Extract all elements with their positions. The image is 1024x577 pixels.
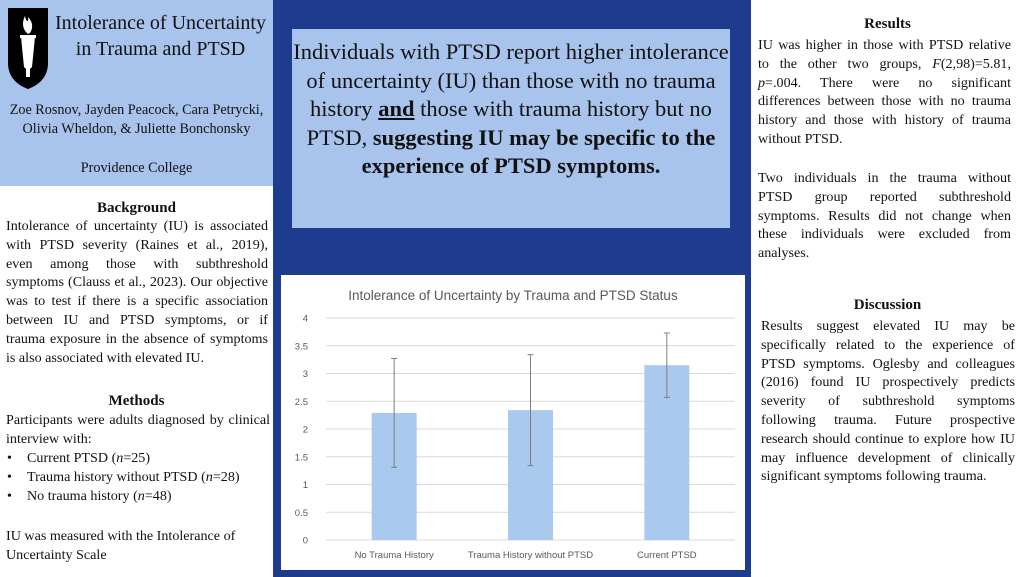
center-column: Individuals with PTSD report higher into… — [273, 0, 751, 577]
chart-title: Intolerance of Uncertainty by Trauma and… — [348, 288, 678, 303]
poster-title: Intolerance of Uncertainty in Trauma and… — [54, 12, 266, 60]
y-tick-label: 1 — [303, 480, 308, 491]
key-finding-box: Individuals with PTSD report higher into… — [292, 29, 730, 228]
x-category-label: Current PTSD — [637, 550, 697, 561]
x-category-label: Trauma History without PTSD — [468, 550, 593, 561]
y-tick-label: 1.5 — [295, 452, 308, 463]
title-panel: Intolerance of Uncertainty in Trauma and… — [0, 0, 273, 186]
author-list: Zoe Rosnov, Jayden Peacock, Cara Petryck… — [9, 102, 264, 137]
discussion-text: Results suggest elevated IU may be speci… — [761, 318, 1015, 485]
background-text: Intolerance of uncertainty (IU) is assoc… — [6, 218, 268, 366]
list-item: Trauma history without PTSD (n=28) — [6, 468, 270, 487]
methods-heading: Methods — [108, 393, 165, 409]
results-text-secondary: Two individuals in the trauma without PT… — [758, 170, 1011, 262]
y-tick-label: 3.5 — [295, 341, 308, 352]
key-finding-conclusion: suggesting IU may be specific to the exp… — [361, 124, 716, 179]
affiliation: Providence College — [80, 160, 193, 176]
y-tick-label: 3 — [303, 369, 308, 380]
list-item: No trauma history (n=48) — [6, 487, 270, 506]
y-axis-ticks: 0 0.5 1 1.5 2 2.5 3 3.5 4 — [295, 314, 308, 547]
discussion-heading: Discussion — [853, 297, 922, 313]
y-tick-label: 0 — [303, 536, 308, 547]
y-tick-label: 4 — [303, 314, 308, 325]
background-heading: Background — [97, 200, 176, 216]
left-column: Intolerance of Uncertainty in Trauma and… — [0, 0, 273, 577]
measure-text: IU was measured with the Intolerance of … — [6, 528, 236, 563]
torch-logo-icon — [8, 8, 48, 89]
key-finding-emphasis: and — [378, 96, 415, 121]
results-text: IU was higher in those with PTSD relativ… — [758, 37, 1011, 147]
bar-chart: Intolerance of Uncertainty by Trauma and… — [281, 275, 745, 570]
methods-intro: Participants were adults diagnosed by cl… — [6, 412, 270, 447]
x-category-label: No Trauma History — [355, 550, 434, 561]
y-tick-label: 0.5 — [295, 508, 308, 519]
right-column: Results IU was higher in those with PTSD… — [751, 0, 1024, 577]
y-tick-label: 2.5 — [295, 397, 308, 408]
chart-canvas: Intolerance of Uncertainty by Trauma and… — [295, 288, 735, 561]
key-finding-text: Individuals with PTSD report higher into… — [293, 39, 729, 121]
group-list: Current PTSD (n=25) Trauma history witho… — [6, 449, 270, 506]
y-tick-label: 2 — [303, 425, 308, 436]
chart-bars — [371, 365, 690, 540]
results-heading: Results — [864, 16, 911, 32]
key-finding-text-cont: those with trauma history but no PTSD, — [306, 96, 712, 150]
x-axis-labels: No Trauma History Trauma History without … — [355, 550, 697, 561]
list-item: Current PTSD (n=25) — [6, 449, 270, 468]
chart-error-bars — [391, 332, 670, 468]
